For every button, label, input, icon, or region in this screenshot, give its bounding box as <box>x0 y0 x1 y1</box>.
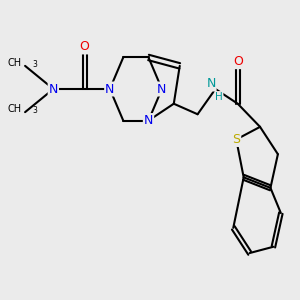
Text: S: S <box>232 133 240 146</box>
Text: N: N <box>105 82 115 95</box>
Text: N: N <box>144 114 153 127</box>
Text: CH: CH <box>8 58 22 68</box>
Text: O: O <box>233 55 243 68</box>
Text: 3: 3 <box>32 60 38 69</box>
Text: O: O <box>80 40 89 53</box>
Text: N: N <box>206 77 216 91</box>
Text: CH: CH <box>8 104 22 114</box>
Text: N: N <box>49 82 58 95</box>
Text: 3: 3 <box>32 106 38 115</box>
Text: N: N <box>157 82 167 95</box>
Text: H: H <box>215 92 223 102</box>
